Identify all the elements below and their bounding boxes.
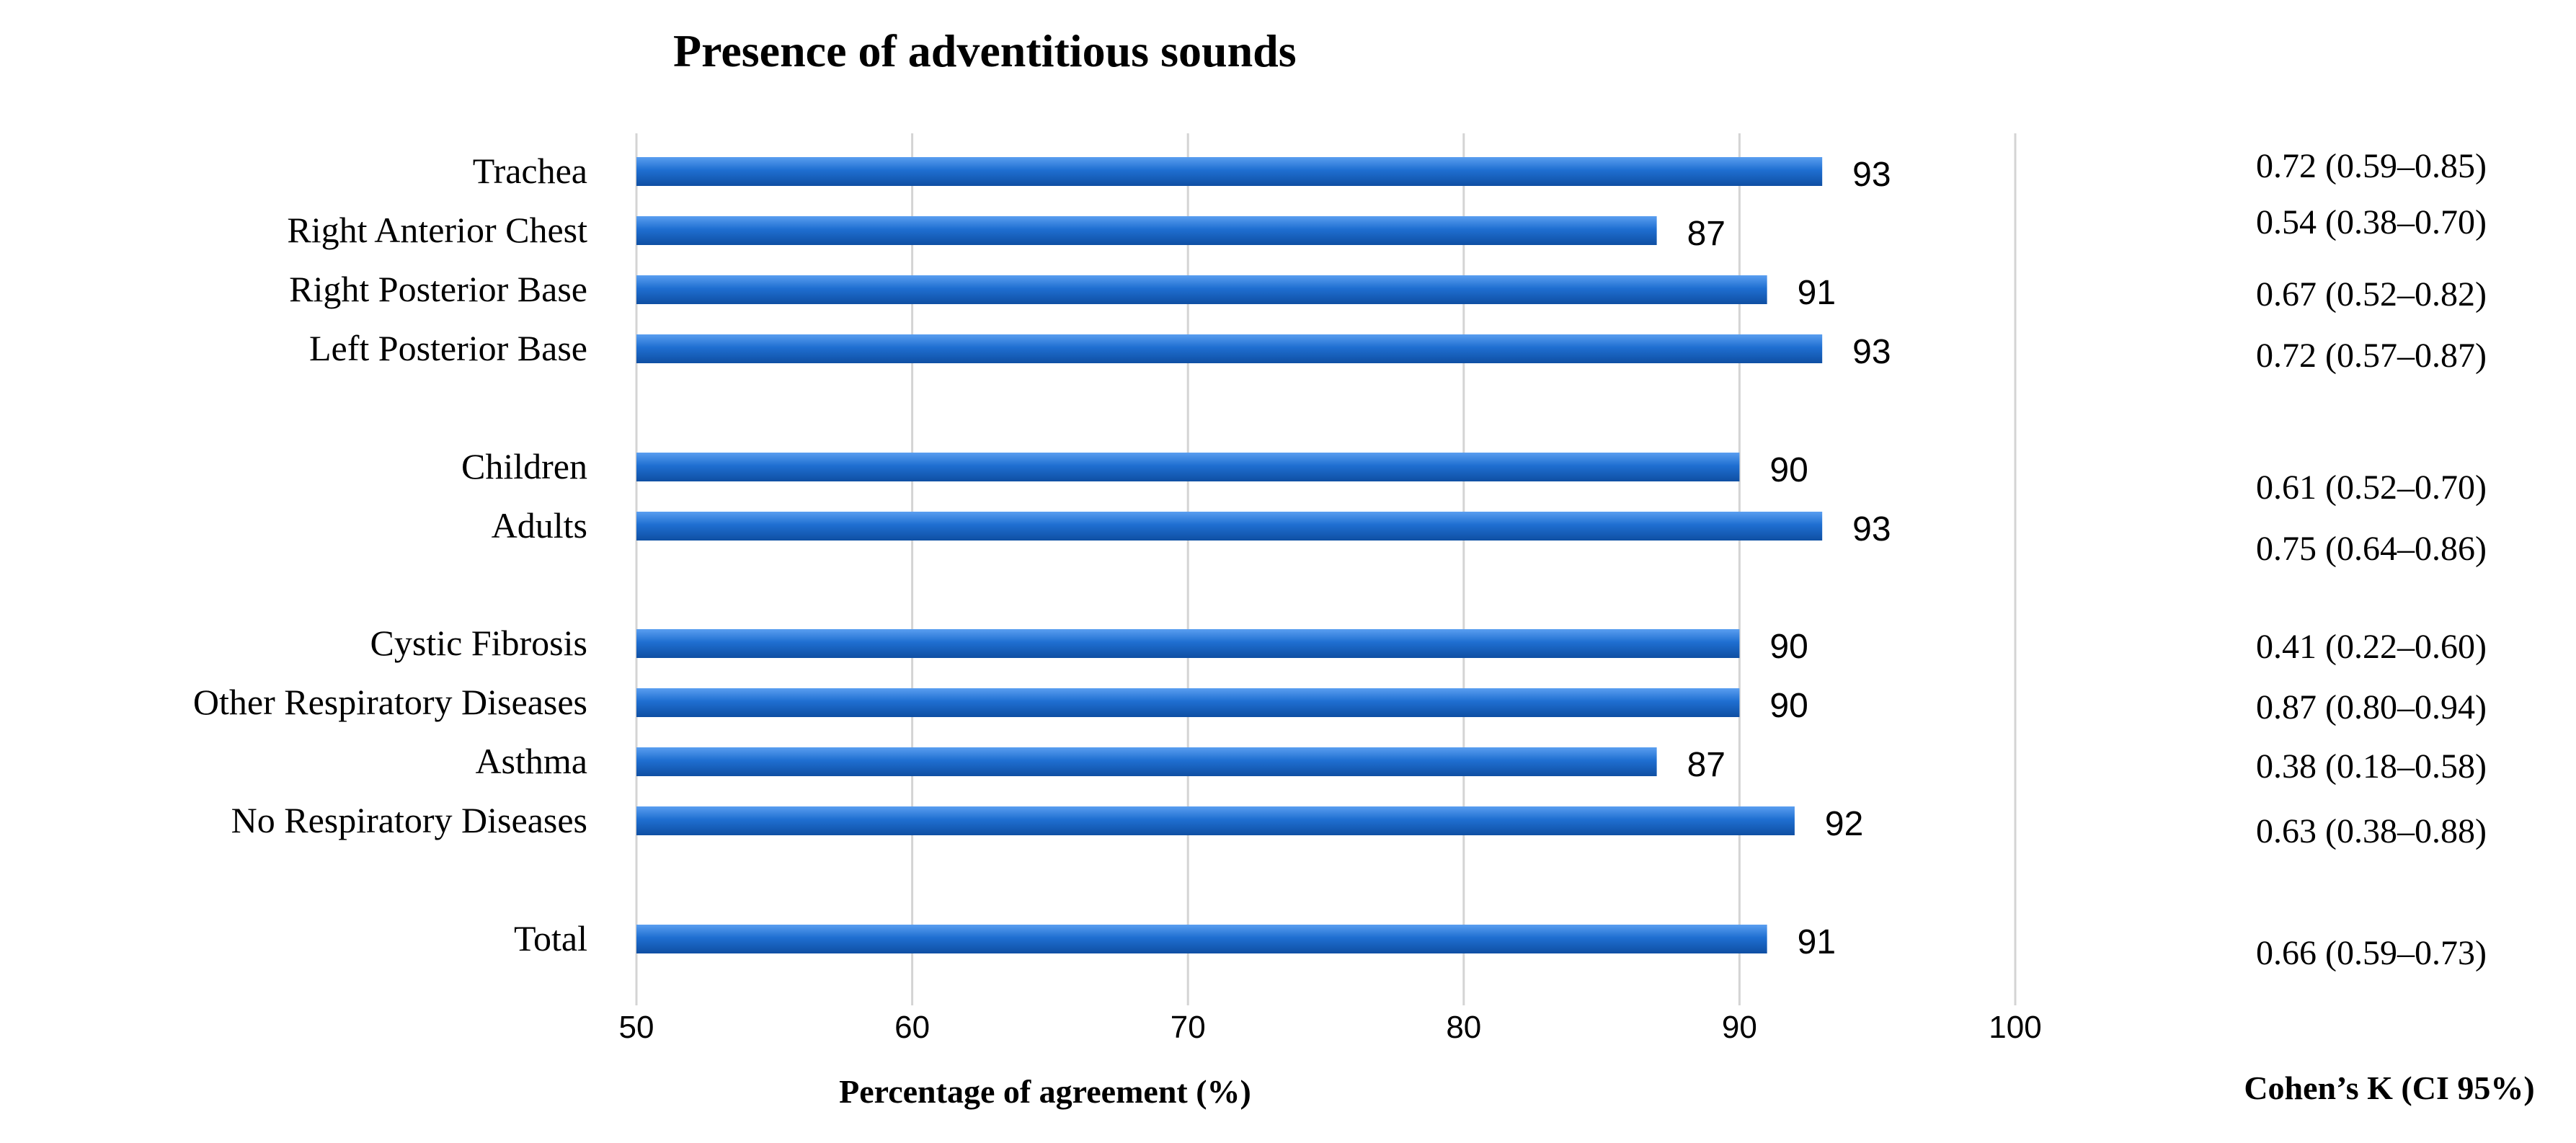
kappa-label-7: 0.87 (0.80–0.94) <box>2256 688 2487 726</box>
kappa-header: Cohen’s K (CI 95%) <box>2244 1069 2534 1106</box>
kappa-label-6: 0.41 (0.22–0.60) <box>2256 628 2487 666</box>
kappa-label-9: 0.63 (0.38–0.88) <box>2256 812 2487 850</box>
value-label-3: 93 <box>1852 333 1891 371</box>
value-label-8: 87 <box>1687 746 1726 784</box>
x-tick-80: 80 <box>1446 1010 1481 1045</box>
value-labels: 93 87 91 93 90 93 90 90 87 92 91 <box>1687 156 1891 961</box>
value-label-2: 91 <box>1798 274 1836 312</box>
category-label-1: Right Anterior Chest <box>287 210 587 250</box>
value-label-7: 90 <box>1769 687 1808 725</box>
chart-title: Presence of adventitious sounds <box>673 25 1297 76</box>
kappa-label-1: 0.54 (0.38–0.70) <box>2256 203 2487 241</box>
value-label-9: 92 <box>1825 805 1863 843</box>
bar-6 <box>636 629 1740 658</box>
value-label-10: 91 <box>1798 923 1836 961</box>
x-tick-100: 100 <box>1989 1010 2041 1045</box>
category-label-4: Children <box>461 446 587 486</box>
category-label-0: Trachea <box>473 151 587 191</box>
value-label-1: 87 <box>1687 215 1726 253</box>
value-label-0: 93 <box>1852 156 1891 194</box>
bar-7 <box>636 688 1740 717</box>
bar-2 <box>636 275 1767 304</box>
x-tick-90: 90 <box>1722 1010 1757 1045</box>
bar-3 <box>636 334 1823 363</box>
kappa-label-8: 0.38 (0.18–0.58) <box>2256 747 2487 786</box>
bars <box>636 157 1823 953</box>
bar-1 <box>636 216 1657 245</box>
bar-0 <box>636 157 1823 186</box>
category-label-2: Right Posterior Base <box>289 269 587 309</box>
value-label-6: 90 <box>1769 628 1808 666</box>
x-tick-50: 50 <box>619 1010 654 1045</box>
kappa-label-4: 0.61 (0.52–0.70) <box>2256 468 2487 507</box>
category-label-7: Other Respiratory Diseases <box>193 682 587 722</box>
grid-lines <box>635 133 2017 1005</box>
kappa-label-10: 0.66 (0.59–0.73) <box>2256 934 2487 972</box>
bar-5 <box>636 512 1823 541</box>
kappa-label-2: 0.67 (0.52–0.82) <box>2256 275 2487 313</box>
kappa-labels: 0.72 (0.59–0.85) 0.54 (0.38–0.70) 0.67 (0.… <box>2256 147 2487 972</box>
bar-9 <box>636 806 1795 835</box>
value-label-5: 93 <box>1852 510 1891 548</box>
category-label-3: Left Posterior Base <box>309 328 587 368</box>
kappa-label-0: 0.72 (0.59–0.85) <box>2256 147 2487 185</box>
kappa-label-3: 0.72 (0.57–0.87) <box>2256 337 2487 375</box>
x-tick-labels: 50 60 70 80 90 100 <box>619 1010 2042 1045</box>
category-label-8: Asthma <box>475 741 587 781</box>
value-label-4: 90 <box>1769 451 1808 489</box>
category-label-10: Total <box>514 918 587 959</box>
bar-8 <box>636 747 1657 776</box>
kappa-label-5: 0.75 (0.64–0.86) <box>2256 530 2487 568</box>
bar-10 <box>636 925 1767 953</box>
x-axis-label: Percentage of agreement (%) <box>839 1073 1251 1110</box>
category-label-5: Adults <box>492 505 587 546</box>
bar-4 <box>636 453 1740 481</box>
category-label-6: Cystic Fibrosis <box>370 623 587 663</box>
x-tick-60: 60 <box>894 1010 930 1045</box>
x-tick-70: 70 <box>1171 1010 1206 1045</box>
category-labels: Trachea Right Anterior Chest Right Posteri… <box>193 151 587 959</box>
category-label-9: No Respiratory Diseases <box>231 800 587 840</box>
